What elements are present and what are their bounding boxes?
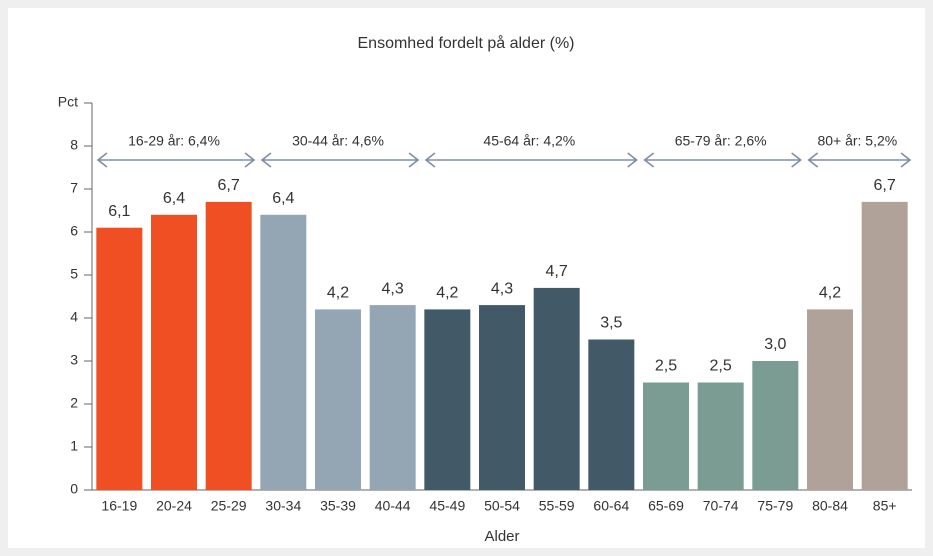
bar: [260, 214, 307, 491]
bar: [588, 339, 635, 490]
x-tick-label: 45-49: [429, 498, 465, 514]
y-tick-label: 5: [70, 266, 78, 282]
y-tick-label: 1: [70, 438, 78, 454]
group-arrow: [424, 152, 638, 168]
x-tick-label: 25-29: [211, 498, 247, 514]
value-label: 6,4: [163, 190, 185, 207]
value-label: 4,7: [546, 263, 568, 280]
bar: [315, 309, 361, 490]
group-arrow: [807, 152, 912, 168]
chart-title: Ensomhed fordelt på alder (%): [358, 34, 575, 52]
bar: [205, 201, 252, 490]
x-tick-label: 40-44: [375, 498, 411, 514]
group-label: 30-44 år: 4,6%: [292, 133, 384, 149]
x-tick-label: 50-54: [484, 498, 520, 514]
bar: [479, 305, 525, 490]
value-label: 4,2: [819, 285, 841, 302]
y-tick-label: 2: [70, 395, 78, 411]
bar: [424, 309, 471, 490]
value-label: 4,3: [491, 280, 513, 297]
value-label: 2,5: [655, 358, 677, 375]
group-arrow: [643, 152, 802, 168]
bar: [369, 305, 416, 490]
group-label: 45-64 år: 4,2%: [483, 133, 575, 149]
group-arrow: [260, 152, 420, 168]
bar: [807, 309, 853, 490]
y-tick-label: Pct: [58, 94, 78, 110]
y-tick-label: 7: [70, 180, 78, 196]
value-label: 2,5: [710, 358, 732, 375]
x-tick-label: 80-84: [812, 498, 848, 514]
value-label: 4,2: [436, 285, 458, 302]
x-tick-label: 65-69: [648, 498, 684, 514]
y-tick-label: 3: [70, 352, 78, 368]
x-tick-label: 70-74: [703, 498, 739, 514]
x-tick-label: 20-24: [156, 498, 192, 514]
x-tick-label: 55-59: [539, 498, 575, 514]
y-tick-label: 8: [70, 137, 78, 153]
x-tick-label: 75-79: [757, 498, 793, 514]
x-tick-label: 60-64: [593, 498, 629, 514]
group-arrow: [96, 152, 256, 168]
y-tick-label: 0: [70, 481, 78, 497]
value-label: 6,7: [218, 177, 240, 194]
bar: [752, 361, 799, 490]
value-label: 3,0: [764, 336, 786, 353]
value-label: 6,4: [272, 190, 294, 207]
y-tick-label: 6: [70, 223, 78, 239]
y-tick-label: 4: [70, 309, 78, 325]
x-tick-label: 35-39: [320, 498, 356, 514]
bar: [697, 382, 744, 490]
value-label: 6,7: [874, 177, 896, 194]
value-label: 4,2: [327, 285, 349, 302]
bar: [96, 227, 143, 490]
x-axis-label: Alder: [484, 528, 519, 545]
group-label: 65-79 år: 2,6%: [675, 133, 767, 149]
bar: [643, 382, 689, 490]
x-tick-label: 85+: [873, 498, 897, 514]
x-tick-label: 16-19: [101, 498, 137, 514]
value-label: 6,1: [108, 203, 130, 220]
bar: [151, 214, 197, 491]
group-label: 80+ år: 5,2%: [817, 133, 897, 149]
value-label: 4,3: [382, 280, 404, 297]
bar: [861, 201, 908, 490]
x-tick-label: 30-34: [265, 498, 301, 514]
group-label: 16-29 år: 6,4%: [128, 133, 220, 149]
value-label: 3,5: [600, 315, 622, 332]
bar: [533, 287, 580, 490]
